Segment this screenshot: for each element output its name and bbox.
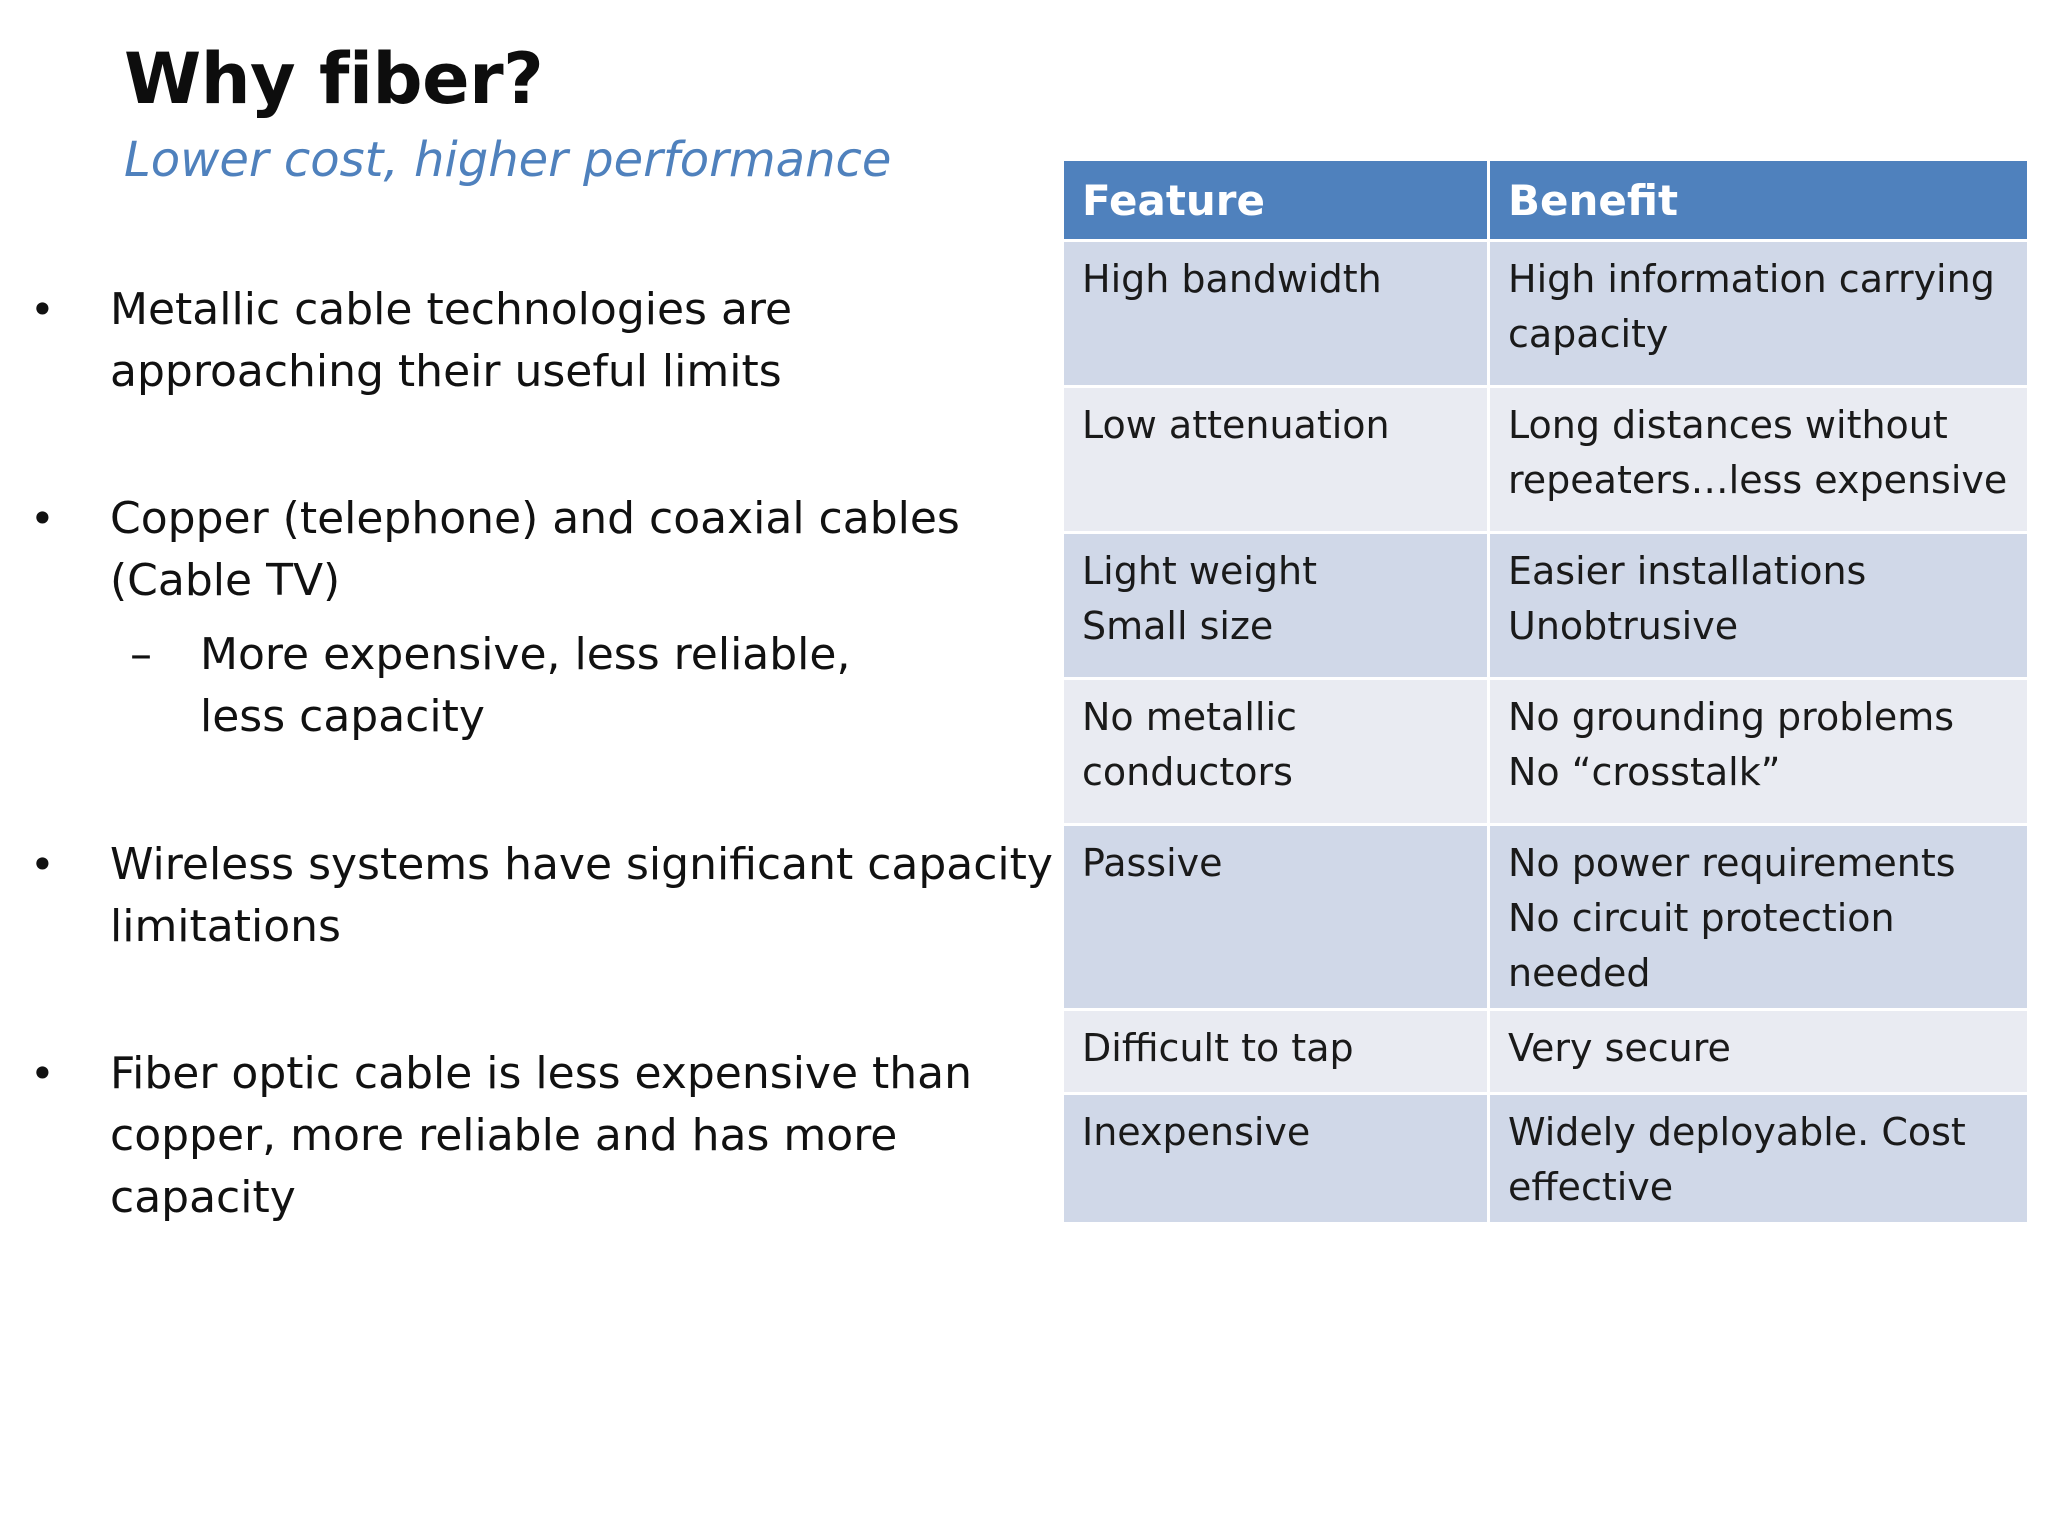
bullet-text: Wireless systems have significant capaci… (110, 839, 1053, 952)
feature-cell: High bandwidth (1061, 239, 1490, 388)
table-row: Passive No power requirements No circuit… (1061, 823, 2030, 1011)
dash-icon: – (130, 629, 152, 680)
bullet-icon: • (30, 1049, 55, 1098)
bullet-text: Metallic cable technologies are approach… (110, 284, 793, 397)
bullet-text: Fiber optic cable is less expensive than… (110, 1048, 972, 1223)
header-feature: Feature (1061, 158, 1490, 242)
feature-cell: Passive (1061, 823, 1490, 1011)
bullet-text: Copper (telephone) and coaxial cables (C… (110, 493, 960, 606)
benefit-cell: Easier installations Unobtrusive (1487, 531, 2030, 680)
benefit-cell: Long distances without repeaters…less ex… (1487, 385, 2030, 534)
table-row: Low attenuation Long distances without r… (1061, 385, 2030, 534)
feature-cell: Low attenuation (1061, 385, 1490, 534)
slide-subtitle: Lower cost, higher performance (124, 132, 892, 188)
feature-benefit-table: Feature Benefit High bandwidth High info… (1061, 158, 2030, 1225)
bullet-icon: • (30, 494, 55, 543)
header-benefit: Benefit (1487, 158, 2030, 242)
feature-cell: Inexpensive (1061, 1092, 1490, 1225)
feature-cell: No metallic conductors (1061, 677, 1490, 826)
benefit-cell: No grounding problems No “crosstalk” (1487, 677, 2030, 826)
slide-title: Why fiber? (124, 38, 544, 120)
table-header-row: Feature Benefit (1061, 158, 2030, 242)
feature-cell: Light weight Small size (1061, 531, 1490, 680)
benefit-cell: Very secure (1487, 1008, 2030, 1095)
table-row: No metallic conductors No grounding prob… (1061, 677, 2030, 826)
sub-bullet-text: More expensive, less reliable, less capa… (200, 629, 851, 742)
table-row: Difficult to tap Very secure (1061, 1008, 2030, 1095)
benefit-cell: Widely deployable. Cost effective (1487, 1092, 2030, 1225)
table-row: Light weight Small size Easier installat… (1061, 531, 2030, 680)
benefit-cell: No power requirements No circuit protect… (1487, 823, 2030, 1011)
table-row: Inexpensive Widely deployable. Cost effe… (1061, 1092, 2030, 1225)
bullet-icon: • (30, 285, 55, 334)
feature-cell: Difficult to tap (1061, 1008, 1490, 1095)
bullet-icon: • (30, 840, 55, 889)
benefit-cell: High information carrying capacity (1487, 239, 2030, 388)
table-row: High bandwidth High information carrying… (1061, 239, 2030, 388)
